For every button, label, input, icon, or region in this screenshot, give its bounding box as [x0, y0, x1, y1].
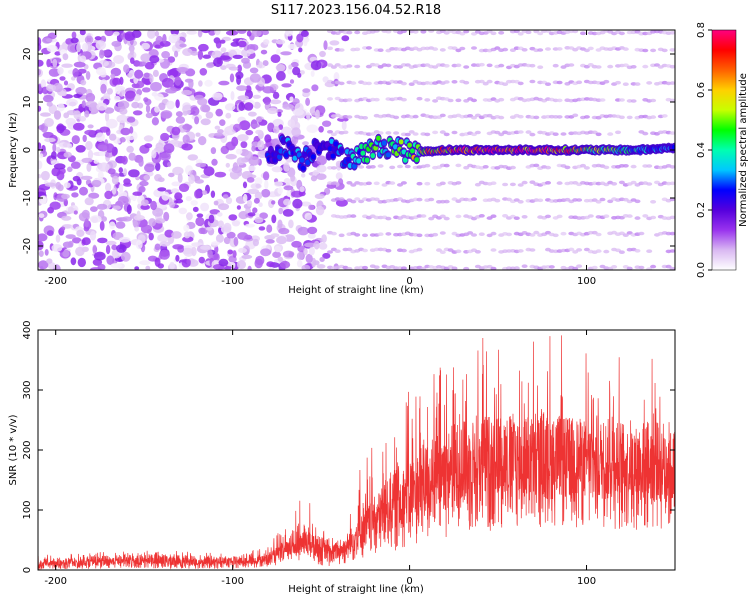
- snr-xtick-label: 0: [406, 576, 412, 587]
- snr-ytick-label: 300: [22, 380, 33, 399]
- spectrogram-field: [38, 30, 675, 270]
- snr-axes: -200 -100 0 100 0 100 200 300 400: [22, 320, 676, 587]
- snr-xlabel: Height of straight line (km): [288, 584, 424, 595]
- snr-xtick-label: -200: [44, 576, 67, 587]
- colorbar-tick-label: 0.6: [696, 82, 707, 98]
- spectrogram-ytick-label: -20: [22, 238, 33, 254]
- spectrogram-xtick-label: 0: [406, 276, 412, 287]
- spectrogram-xtick-label: -200: [44, 276, 67, 287]
- snr-xtick-label: -100: [221, 576, 244, 587]
- colorbar-label: Normalized spectral amplitude: [738, 73, 749, 227]
- snr-ytick-label: 100: [22, 500, 33, 519]
- spectrogram-xlabel: Height of straight line (km): [288, 285, 424, 296]
- spectrogram-ytick-label: 0: [22, 147, 33, 153]
- colorbar-tick-label: 0.2: [696, 202, 707, 218]
- colorbar-gradient: [712, 30, 736, 270]
- colorbar-tick-label: 0.0: [696, 262, 707, 278]
- spectrogram-ytick-label: 10: [22, 96, 33, 109]
- spectrogram-ytick-label: 20: [22, 48, 33, 61]
- spectrogram-xtick-label: -100: [221, 276, 244, 287]
- colorbar-ticks: 0.0 0.2 0.4 0.6 0.8: [696, 22, 737, 278]
- colorbar: 0.0 0.2 0.4 0.6 0.8 Normalized spectral ampl…: [696, 22, 749, 278]
- colorbar-tick-label: 0.8: [696, 22, 707, 38]
- figure-title: S117.2023.156.04.52.R18: [271, 3, 441, 18]
- snr-panel: -200 -100 0 100 0 100 200 300 400 SNR (10 * v/v)…: [8, 320, 676, 595]
- snr-series: [37, 335, 676, 570]
- spectrogram-ylabel: Frequency (Hz): [8, 112, 19, 188]
- snr-ylabel: SNR (10 * v/v): [8, 414, 19, 485]
- colorbar-tick-label: 0.4: [696, 142, 707, 158]
- snr-ytick-label: 400: [22, 320, 33, 339]
- snr-line: [37, 335, 676, 570]
- spectrogram-xtick-label: 100: [577, 276, 596, 287]
- snr-ytick-label: 200: [22, 440, 33, 459]
- snr-ytick-label: 0: [22, 567, 33, 573]
- snr-xtick-label: 100: [577, 576, 596, 587]
- spectrogram-ytick-label: -10: [22, 190, 33, 206]
